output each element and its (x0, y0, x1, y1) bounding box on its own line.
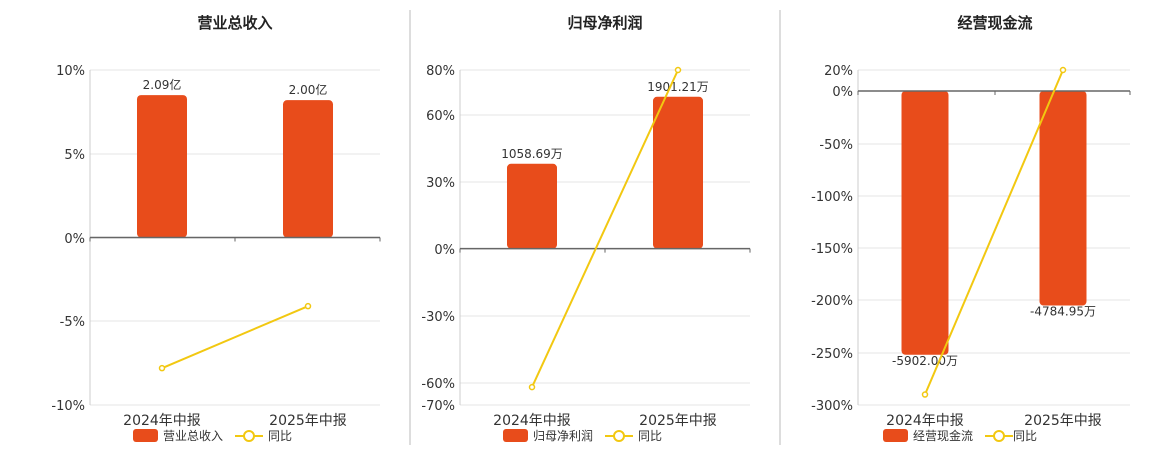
legend-bar-label: 营业总收入 (163, 429, 223, 443)
x-category-label: 2025年中报 (639, 413, 717, 429)
yoy-point (1059, 66, 1067, 74)
legend-line-label: 同比 (268, 429, 292, 443)
y-tick-label: 10% (56, 64, 85, 79)
y-tick-label: -50% (819, 138, 853, 153)
y-tick-label: 30% (426, 176, 455, 191)
y-tick-label: -150% (811, 242, 853, 257)
chart-title: 营业总收入 (197, 14, 272, 32)
legend-bar-label: 经营现金流 (913, 428, 973, 443)
y-tick-label: 0% (434, 243, 455, 258)
yoy-point (921, 391, 929, 398)
bar-data-label: 1901.21万 (647, 80, 709, 94)
legend-bar-swatch (133, 429, 158, 442)
legend-bar-swatch (503, 429, 528, 442)
yoy-point (158, 364, 166, 372)
bar (283, 100, 333, 238)
yoy-line (161, 305, 309, 370)
y-tick-label: -250% (811, 347, 853, 362)
y-tick-label: -5% (60, 315, 85, 330)
y-tick-label: -30% (421, 310, 455, 325)
yoy-point (528, 383, 536, 391)
bar-data-label: -4784.95万 (1030, 305, 1096, 319)
y-tick-label: -70% (421, 399, 455, 414)
chart-title: 归母净利润 (567, 14, 642, 32)
x-category-label: 2025年中报 (269, 413, 347, 429)
y-tick-label: 60% (426, 109, 455, 124)
yoy-point (304, 302, 312, 310)
bar (901, 90, 949, 355)
legend-line-label: 同比 (638, 429, 662, 443)
y-tick-label: -10% (51, 399, 85, 414)
bar (137, 95, 187, 238)
x-category-label: 2024年中报 (123, 413, 201, 429)
legend-line-marker (613, 430, 625, 442)
y-tick-label: -200% (811, 294, 853, 309)
legend-bar-swatch (883, 429, 908, 442)
legend-line-marker (243, 430, 255, 442)
y-tick-label: 0% (832, 85, 853, 100)
bar (507, 163, 557, 249)
yoy-line (924, 69, 1064, 395)
bar (653, 96, 703, 249)
bar (1039, 90, 1087, 306)
yoy-line (531, 69, 679, 388)
legend-line-label: 同比 (1013, 429, 1037, 443)
y-tick-label: 0% (64, 232, 85, 247)
y-tick-label: -100% (811, 190, 853, 205)
bar-data-label: 2.09亿 (143, 77, 182, 92)
yoy-point (674, 66, 682, 74)
y-tick-label: 20% (824, 64, 853, 79)
y-tick-label: -60% (421, 377, 455, 392)
bar-data-label: 2.00亿 (289, 82, 328, 97)
legend-line-marker (993, 430, 1005, 442)
x-category-label: 2024年中报 (886, 413, 964, 429)
y-tick-label: 80% (426, 64, 455, 79)
bar-data-label: 1058.69万 (501, 147, 563, 161)
chart-title: 经营现金流 (957, 14, 1032, 32)
x-category-label: 2025年中报 (1024, 413, 1102, 429)
y-tick-label: -300% (811, 399, 853, 414)
y-tick-label: 5% (64, 148, 85, 163)
legend-bar-label: 归母净利润 (533, 429, 593, 443)
bar-data-label: -5902.00万 (892, 354, 958, 368)
x-category-label: 2024年中报 (493, 413, 571, 429)
